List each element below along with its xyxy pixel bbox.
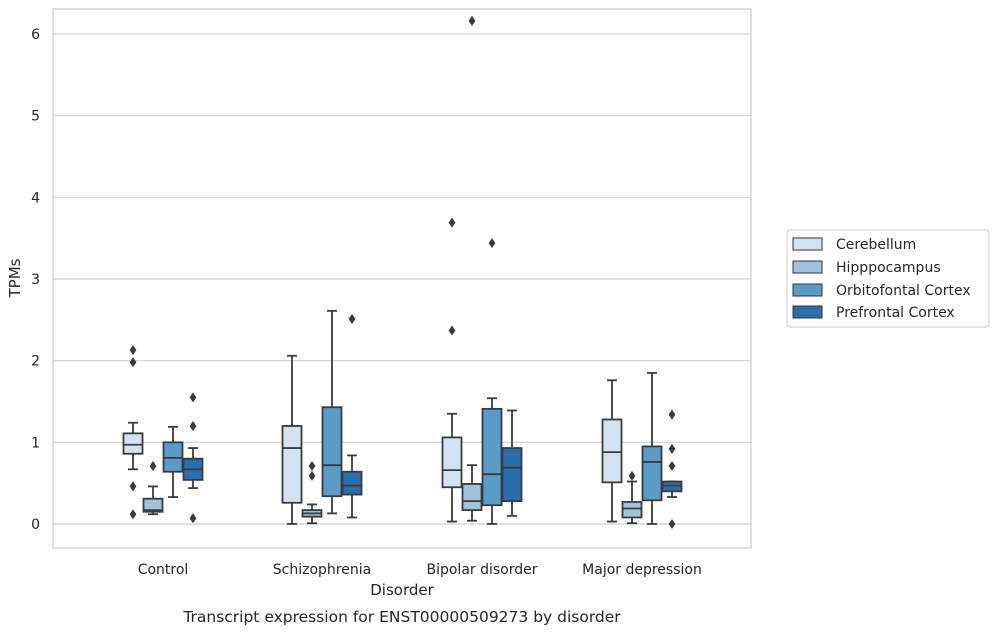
legend-label: Prefrontal Cortex: [836, 305, 955, 321]
box-2-1: [321, 309, 343, 515]
legend-entry-hipppocampus: Hipppocampus: [792, 260, 941, 276]
box-0-2: [441, 217, 463, 523]
iqr-box: [601, 418, 623, 484]
box-0-3: [601, 379, 623, 523]
outlier-point: [308, 470, 316, 481]
outlier-point: [668, 519, 676, 529]
box-3-0: [182, 392, 204, 524]
iqr-box: [621, 501, 643, 519]
box-0-1: [281, 354, 303, 525]
outlier-point: [308, 461, 316, 472]
box-0-0: [122, 345, 144, 520]
iqr-box: [122, 432, 144, 455]
iqr-box: [501, 447, 523, 503]
iqr-box: [281, 425, 303, 504]
legend-label: Hipppocampus: [836, 260, 941, 276]
box-3-2: [501, 409, 523, 517]
legend: Cerebellum Hipppocampus Orbitofontal Cor…: [786, 229, 990, 328]
outlier-point: [668, 443, 676, 454]
y-tick-label: 1: [31, 435, 40, 451]
box-2-0: [162, 425, 184, 498]
outlier-point: [668, 409, 676, 420]
outlier-point: [189, 392, 197, 403]
y-tick-label: 6: [31, 27, 40, 43]
x-tick-labels: Control Schizophrenia Bipolar disorder Majo…: [138, 562, 702, 578]
iqr-box: [341, 470, 363, 496]
box-1-0: [142, 461, 164, 516]
legend-swatch: [792, 305, 823, 319]
legend-frame: [786, 229, 990, 328]
y-tick-label: 4: [31, 190, 40, 206]
outlier-point: [468, 15, 476, 26]
outlier-point: [129, 345, 137, 356]
outlier-point: [129, 509, 137, 520]
box-2-3: [641, 372, 663, 525]
legend-swatch: [792, 260, 823, 274]
plot-area-frame: [52, 8, 752, 549]
iqr-box: [461, 483, 483, 512]
y-tick-labels: 0 1 2 3 4 5 6: [31, 27, 40, 533]
outlier-point: [189, 421, 197, 431]
legend-entry-prefrontal-cortex: Prefrontal Cortex: [792, 305, 955, 321]
legend-swatch: [792, 283, 823, 297]
box-3-3: [661, 409, 683, 529]
y-tick-label: 5: [31, 109, 40, 125]
outlier-point: [488, 238, 496, 249]
outlier-point: [129, 357, 137, 368]
box-1-2: [461, 15, 483, 522]
y-tick-label: 3: [31, 272, 40, 288]
box-1-3: [621, 470, 643, 525]
y-tick-label: 2: [31, 354, 40, 370]
box-series: [122, 15, 683, 529]
legend-entry-orbitofontal-cortex: Orbitofontal Cortex: [792, 283, 971, 299]
iqr-box: [321, 406, 343, 498]
chart-caption: Transcript expression for ENST0000050927…: [182, 608, 621, 626]
outlier-point: [189, 513, 197, 524]
box-3-1: [341, 314, 363, 519]
iqr-box: [641, 445, 663, 502]
x-tick-label: Major depression: [582, 562, 702, 578]
legend-entry-cerebellum: Cerebellum: [792, 237, 916, 253]
x-tick-label: Control: [138, 562, 189, 578]
outlier-point: [668, 461, 676, 472]
y-tick-label: 0: [31, 517, 40, 533]
x-tick-label: Schizophrenia: [273, 562, 371, 578]
y-axis-label: TPMs: [6, 258, 24, 298]
box-2-2: [481, 238, 503, 525]
iqr-box: [481, 407, 503, 507]
outlier-point: [348, 314, 356, 325]
legend-label: Orbitofontal Cortex: [836, 283, 971, 299]
x-axis-label: Disorder: [370, 581, 434, 599]
legend-swatch: [792, 237, 823, 251]
legend-label: Cerebellum: [836, 237, 916, 253]
box-1-1: [301, 461, 323, 525]
outlier-point: [448, 217, 456, 228]
outlier-point: [129, 481, 137, 492]
outlier-point: [628, 470, 636, 481]
outlier-point: [448, 325, 456, 336]
outlier-point: [149, 461, 157, 472]
x-tick-label: Bipolar disorder: [426, 562, 537, 578]
iqr-box: [441, 436, 463, 489]
iqr-box: [142, 497, 164, 513]
